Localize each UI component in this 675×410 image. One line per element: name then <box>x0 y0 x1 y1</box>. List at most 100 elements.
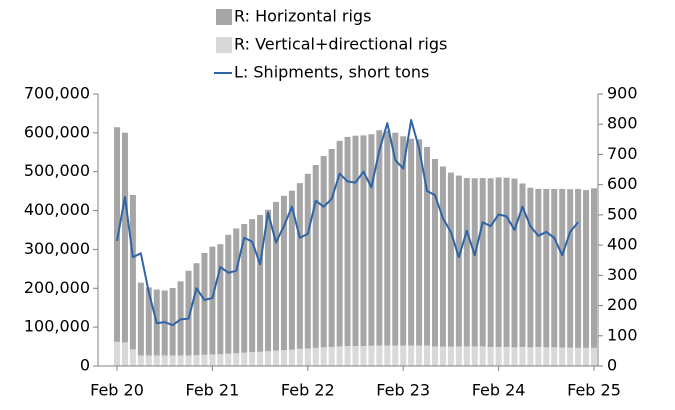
bar <box>201 354 208 366</box>
y2-tick-label: 700 <box>607 144 638 163</box>
y-tick-label: 600,000 <box>24 122 90 141</box>
y-tick-label: 700,000 <box>24 84 90 103</box>
bar <box>368 345 375 366</box>
bar <box>233 353 240 366</box>
bar <box>400 136 407 346</box>
bar <box>241 352 248 366</box>
bar <box>265 209 272 352</box>
x-tick-label: Feb 20 <box>90 381 144 400</box>
bar <box>344 136 351 347</box>
bar <box>439 346 446 366</box>
bar <box>384 345 391 366</box>
bar <box>217 354 224 366</box>
y-tick-label: 200,000 <box>24 278 90 297</box>
bar <box>304 348 311 366</box>
bar <box>121 342 128 366</box>
y2-tick-label: 600 <box>607 174 638 193</box>
bar <box>400 345 407 366</box>
legend-label: R: Vertical+directional rigs <box>234 35 447 54</box>
bar <box>384 130 391 346</box>
bar <box>145 287 152 356</box>
bar <box>543 347 550 366</box>
bar <box>487 178 494 347</box>
bar <box>344 346 351 366</box>
bar <box>145 355 152 366</box>
bar <box>392 132 399 346</box>
bar <box>336 346 343 366</box>
bar <box>583 190 590 348</box>
bar <box>519 183 526 347</box>
bar <box>543 188 550 348</box>
bar <box>511 178 518 348</box>
bar <box>511 347 518 366</box>
legend-label: L: Shipments, short tons <box>234 63 429 82</box>
bar <box>471 178 478 347</box>
bar <box>416 345 423 366</box>
bar <box>320 155 327 348</box>
bar <box>249 352 256 366</box>
bar <box>479 346 486 366</box>
bar <box>376 345 383 366</box>
bar <box>591 347 597 366</box>
bar <box>201 252 208 355</box>
y2-tick-label: 800 <box>607 114 638 133</box>
bar <box>241 223 248 353</box>
bar <box>559 347 566 366</box>
bar <box>137 282 144 356</box>
bar <box>312 347 319 366</box>
bar <box>209 246 216 355</box>
bar <box>487 346 494 366</box>
bar <box>320 347 327 366</box>
bar <box>416 139 423 346</box>
x-tick-label: Feb 22 <box>281 381 335 400</box>
bar <box>336 140 343 347</box>
bar <box>455 346 462 366</box>
bar <box>551 347 558 366</box>
bar <box>328 149 335 347</box>
bar <box>169 355 176 366</box>
bar <box>392 345 399 366</box>
y-tick-label: 0 <box>80 356 90 375</box>
bar <box>280 349 287 366</box>
bar <box>463 178 470 347</box>
bar <box>495 346 502 366</box>
bar <box>257 351 264 366</box>
y2-tick-label: 0 <box>607 356 617 375</box>
x-tick-label: Feb 21 <box>186 381 240 400</box>
bar <box>249 219 256 353</box>
bar <box>193 355 200 366</box>
bar <box>535 346 542 366</box>
bar <box>114 127 120 342</box>
bar <box>376 130 383 346</box>
bar <box>591 188 597 348</box>
bar <box>360 346 367 366</box>
legend-label: R: Horizontal rigs <box>234 7 371 26</box>
bar <box>559 188 566 348</box>
bar <box>575 188 582 348</box>
y2-tick-label: 100 <box>607 325 638 344</box>
bar <box>408 345 415 366</box>
bar <box>217 244 224 355</box>
bar <box>439 166 446 347</box>
bar <box>463 346 470 366</box>
bar <box>519 346 526 366</box>
x-tick-label: Feb 25 <box>567 381 621 400</box>
bar <box>185 270 192 356</box>
legend-swatch <box>216 37 232 53</box>
bar <box>535 188 542 347</box>
bar <box>193 263 200 356</box>
bar <box>424 345 431 366</box>
bar <box>233 228 240 354</box>
bar <box>137 355 144 366</box>
bar <box>328 346 335 366</box>
legend-swatch <box>216 9 232 25</box>
bar <box>273 201 279 351</box>
bar <box>177 355 184 366</box>
bar <box>567 347 574 366</box>
bar <box>575 347 582 366</box>
bar <box>527 347 534 366</box>
y2-tick-label: 900 <box>607 84 638 103</box>
y-tick-label: 400,000 <box>24 200 90 219</box>
y-tick-label: 300,000 <box>24 239 90 258</box>
